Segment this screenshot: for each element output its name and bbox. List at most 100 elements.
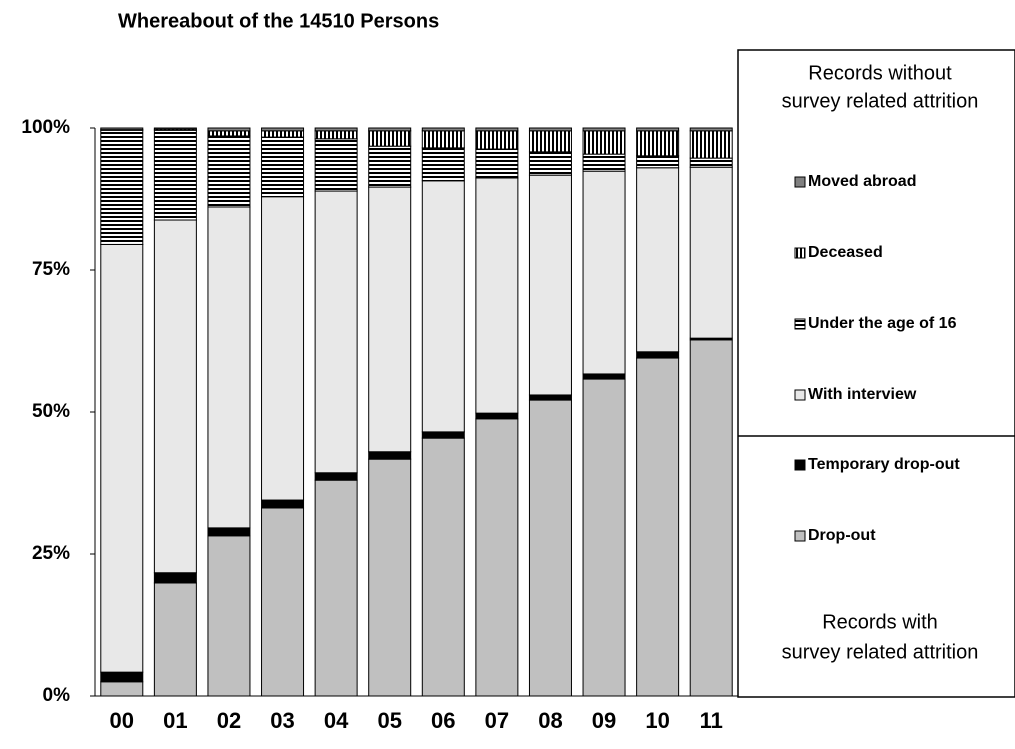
y-tick-label: 100%	[21, 117, 70, 138]
bar-segment	[368, 458, 412, 697]
legend-label: Deceased	[808, 244, 883, 261]
bar-segment	[261, 499, 305, 509]
bar-segment	[582, 378, 626, 697]
legend-header: Records with	[822, 611, 938, 633]
bar-segment	[368, 127, 412, 132]
bar-segment	[421, 127, 465, 132]
bar-segment	[261, 196, 305, 501]
bar-segment	[475, 177, 519, 414]
bar-segment	[421, 180, 465, 433]
legend-swatch	[794, 318, 806, 330]
legend-header: survey related attrition	[782, 641, 979, 663]
bar-segment	[689, 339, 733, 697]
legend-swatch	[794, 530, 806, 542]
y-tick-label: 75%	[32, 259, 70, 280]
bar-segment	[582, 153, 626, 172]
x-tick-label: 02	[217, 708, 241, 733]
bar-segment	[475, 412, 519, 420]
chart-title: Whereabout of the 14510 Persons	[118, 10, 439, 32]
bar-segment	[153, 572, 197, 584]
x-tick-label: 01	[163, 708, 187, 733]
bar-segment	[582, 170, 626, 375]
bar-segment	[207, 535, 251, 697]
bar-segment	[689, 130, 733, 159]
bar-segment	[636, 351, 680, 359]
bar-segment	[100, 681, 144, 697]
bar-segment	[528, 127, 572, 132]
x-tick-label: 10	[645, 708, 669, 733]
bar-segment	[689, 166, 733, 339]
legend-label: Temporary drop-out	[808, 456, 960, 473]
x-tick-label: 00	[110, 708, 134, 733]
x-tick-label: 11	[700, 708, 723, 733]
bar-segment	[421, 147, 465, 182]
bar-segment	[421, 437, 465, 697]
legend-header: survey related attrition	[782, 90, 979, 112]
bar-segment	[314, 190, 358, 474]
bar-segment	[153, 129, 197, 221]
bar-segment	[689, 127, 733, 132]
legend-box	[737, 49, 1015, 698]
legend-swatch	[794, 176, 806, 188]
bar-segment	[207, 206, 251, 529]
bar-segment	[475, 418, 519, 697]
bar-segment	[314, 472, 358, 481]
bar-segment	[261, 136, 305, 198]
legend-swatch	[794, 459, 806, 471]
x-tick-label: 05	[377, 708, 401, 733]
bar-segment	[153, 219, 197, 574]
bar-segment	[421, 431, 465, 439]
legend-label: Moved abroad	[808, 173, 916, 190]
bar-segment	[100, 129, 144, 245]
bar-segment	[528, 174, 572, 396]
x-tick-label: 03	[270, 708, 294, 733]
bar-segment	[314, 479, 358, 697]
bar-segment	[636, 357, 680, 697]
bar-segment	[153, 582, 197, 697]
bar-segment	[314, 138, 358, 192]
bar-segment	[475, 148, 519, 179]
bar-segment	[528, 399, 572, 697]
bar-segment	[261, 127, 305, 132]
x-tick-label: 04	[324, 708, 349, 733]
bar-segment	[207, 527, 251, 537]
bar-segment	[368, 145, 412, 188]
bar-segment	[153, 127, 197, 130]
x-tick-label: 09	[592, 708, 616, 733]
bar-segment	[528, 394, 572, 401]
bar-segment	[100, 671, 144, 683]
bar-segment	[689, 157, 733, 168]
bar-segment	[636, 167, 680, 353]
bar-segment	[582, 127, 626, 132]
x-tick-label: 07	[485, 708, 509, 733]
bar-segment	[100, 127, 144, 131]
bar-segment	[421, 130, 465, 149]
bar-segment	[636, 155, 680, 169]
legend-header: Records without	[808, 62, 952, 84]
bar-segment	[636, 130, 680, 157]
bar-segment	[528, 151, 572, 176]
x-tick-label: 08	[538, 708, 562, 733]
bar-segment	[636, 127, 680, 132]
legend-label: Drop-out	[808, 527, 876, 544]
x-tick-label: 06	[431, 708, 455, 733]
legend-swatch	[794, 389, 806, 401]
y-tick-label: 0%	[43, 685, 71, 706]
bar-segment	[582, 130, 626, 155]
legend-label: With interview	[808, 386, 917, 403]
bar-segment	[368, 130, 412, 147]
bar-segment	[528, 130, 572, 153]
bar-segment	[261, 130, 305, 138]
bar-segment	[475, 127, 519, 132]
bar-segment	[100, 243, 144, 673]
bar-segment	[475, 130, 519, 150]
bar-segment	[207, 135, 251, 208]
bar-segment	[207, 130, 251, 137]
bar-segment	[582, 373, 626, 380]
y-tick-label: 25%	[32, 543, 70, 564]
bar-segment	[207, 127, 251, 132]
bar-segment	[314, 127, 358, 132]
legend-swatch	[794, 247, 806, 259]
bar-segment	[261, 507, 305, 697]
